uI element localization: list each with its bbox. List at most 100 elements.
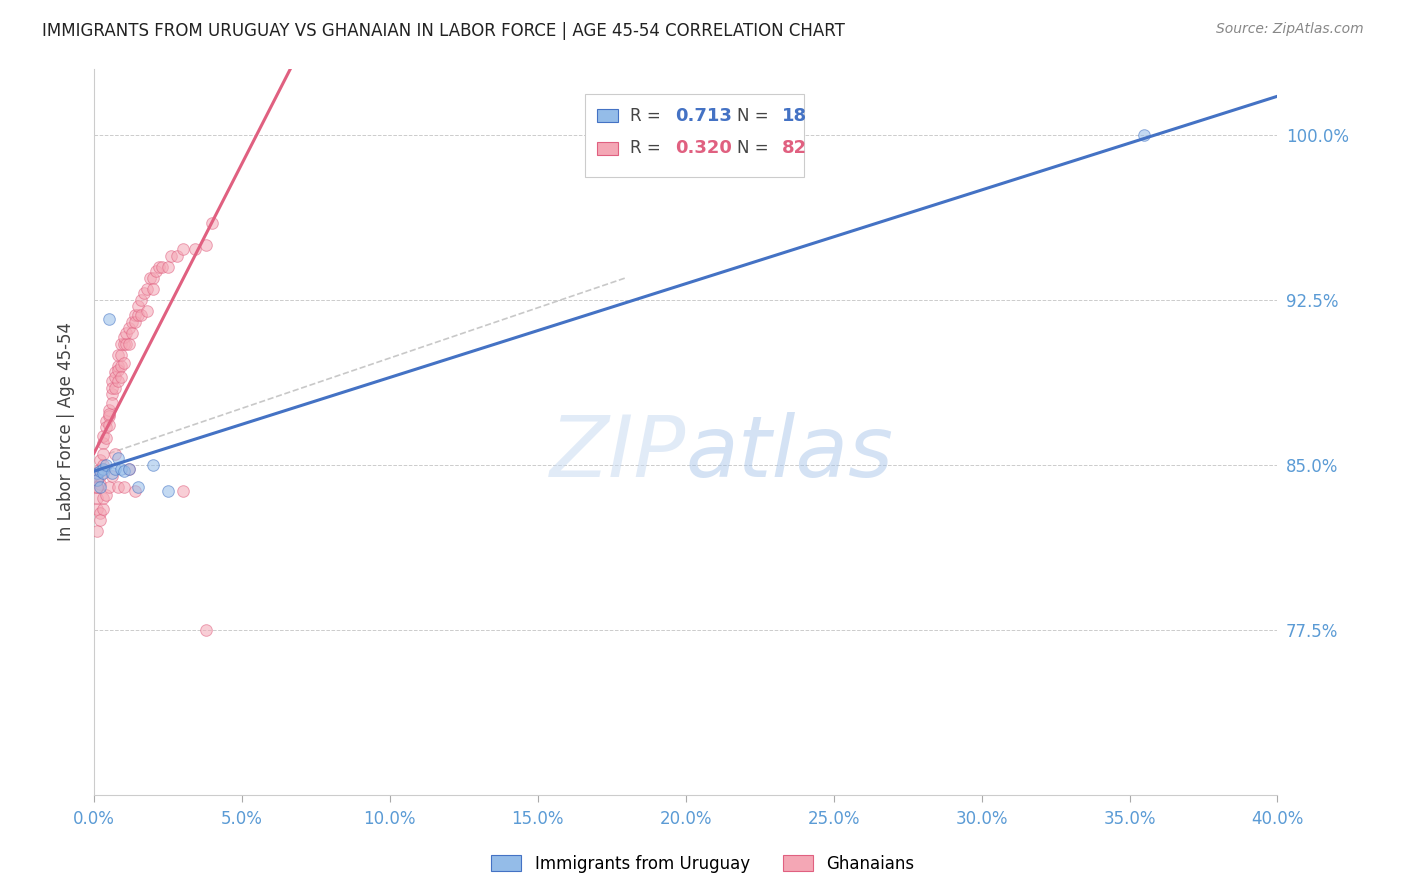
Point	[118, 462, 141, 476]
Point	[94, 458, 117, 472]
Point	[97, 417, 120, 432]
Point	[118, 462, 141, 476]
Point	[107, 450, 129, 465]
Point	[166, 248, 188, 262]
FancyBboxPatch shape	[598, 109, 619, 122]
Text: 0.320: 0.320	[675, 139, 733, 157]
Point	[89, 464, 111, 478]
Point	[104, 365, 127, 379]
Point	[127, 308, 149, 322]
Point	[86, 524, 108, 538]
Point	[97, 402, 120, 417]
Point	[201, 215, 224, 229]
Text: N =: N =	[737, 107, 773, 125]
Point	[110, 336, 132, 351]
Point	[91, 458, 114, 472]
Point	[129, 293, 152, 307]
Point	[112, 464, 135, 478]
Y-axis label: In Labor Force | Age 45-54: In Labor Force | Age 45-54	[58, 322, 75, 541]
Point	[136, 282, 159, 296]
Point	[86, 491, 108, 505]
Point	[145, 264, 167, 278]
Text: 82: 82	[782, 139, 807, 157]
Point	[86, 473, 108, 487]
Point	[156, 483, 179, 498]
Point	[129, 308, 152, 322]
Point	[89, 453, 111, 467]
Point	[107, 348, 129, 362]
Text: R =: R =	[630, 107, 666, 125]
Point	[110, 462, 132, 476]
Point	[86, 501, 108, 516]
Point	[1133, 128, 1156, 142]
Point	[127, 480, 149, 494]
Point	[86, 480, 108, 494]
Point	[104, 381, 127, 395]
Point	[115, 336, 138, 351]
Point	[100, 387, 122, 401]
Point	[94, 431, 117, 445]
Point	[97, 407, 120, 421]
Text: R =: R =	[630, 139, 666, 157]
Point	[91, 447, 114, 461]
Point	[124, 315, 146, 329]
Point	[89, 468, 111, 483]
Point	[121, 326, 143, 340]
Point	[89, 477, 111, 491]
Text: Source: ZipAtlas.com: Source: ZipAtlas.com	[1216, 22, 1364, 37]
FancyBboxPatch shape	[585, 94, 804, 178]
Point	[86, 468, 108, 483]
Point	[195, 237, 218, 252]
Point	[100, 381, 122, 395]
Point	[94, 420, 117, 434]
Point	[112, 330, 135, 344]
Point	[86, 467, 108, 481]
Point	[183, 242, 205, 256]
Point	[94, 488, 117, 502]
Text: atlas: atlas	[686, 412, 894, 495]
Point	[118, 321, 141, 335]
Point	[91, 462, 114, 476]
Point	[107, 480, 129, 494]
Point	[115, 326, 138, 340]
Point	[100, 396, 122, 410]
Text: 0.713: 0.713	[675, 107, 733, 125]
Point	[156, 260, 179, 274]
Point	[160, 248, 183, 262]
Point	[118, 336, 141, 351]
Point	[139, 270, 162, 285]
Point	[148, 260, 170, 274]
Point	[124, 308, 146, 322]
Point	[97, 409, 120, 424]
Point	[91, 467, 114, 481]
Point	[86, 473, 108, 487]
Text: ZIP: ZIP	[550, 412, 686, 495]
Point	[100, 468, 122, 483]
Point	[142, 458, 165, 472]
Text: N =: N =	[737, 139, 773, 157]
Text: IMMIGRANTS FROM URUGUAY VS GHANAIAN IN LABOR FORCE | AGE 45-54 CORRELATION CHART: IMMIGRANTS FROM URUGUAY VS GHANAIAN IN L…	[42, 22, 845, 40]
Point	[112, 336, 135, 351]
Point	[104, 447, 127, 461]
Point	[142, 282, 165, 296]
Point	[112, 480, 135, 494]
Point	[172, 483, 194, 498]
Point	[107, 359, 129, 373]
Point	[136, 303, 159, 318]
Point	[100, 467, 122, 481]
Point	[91, 501, 114, 516]
Point	[110, 359, 132, 373]
Point	[142, 270, 165, 285]
Point	[104, 462, 127, 476]
Point	[100, 374, 122, 388]
Point	[97, 312, 120, 326]
Legend: Immigrants from Uruguay, Ghanaians: Immigrants from Uruguay, Ghanaians	[485, 848, 921, 880]
Point	[86, 480, 108, 494]
Point	[112, 356, 135, 370]
Point	[94, 414, 117, 428]
Point	[91, 435, 114, 450]
Point	[89, 462, 111, 476]
Point	[89, 480, 111, 494]
Point	[124, 483, 146, 498]
Point	[91, 491, 114, 505]
